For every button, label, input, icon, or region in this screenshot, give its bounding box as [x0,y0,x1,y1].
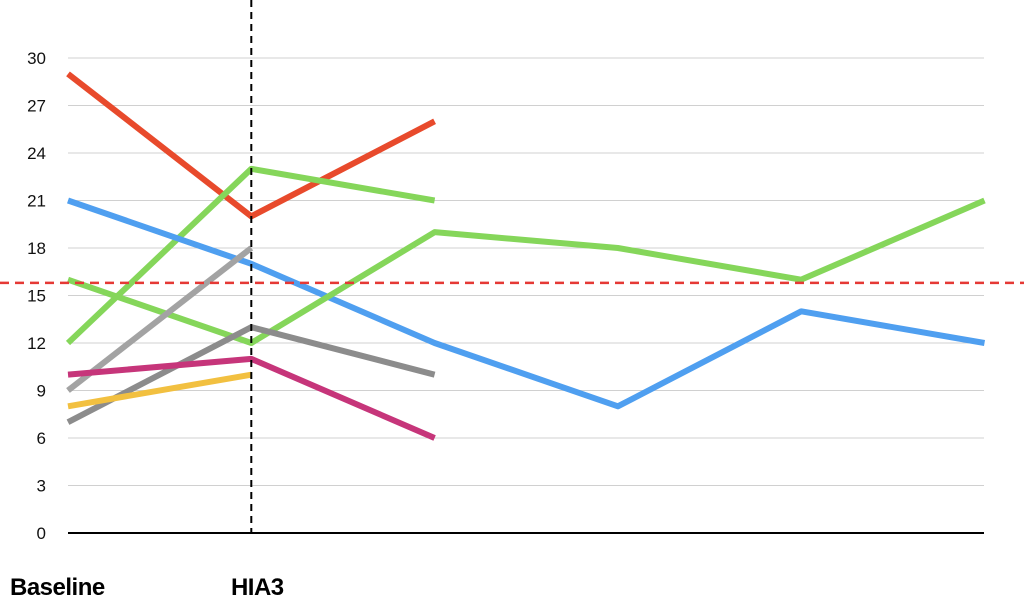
series-7 [67,355,436,441]
y-tick-label: 6 [37,429,46,448]
series-line [67,197,986,346]
y-tick-label: 18 [27,239,46,258]
x-tick-label: HIA3 [231,574,284,601]
reference-lines [0,0,1024,533]
y-tick-label: 0 [37,524,46,543]
series-5 [66,245,254,393]
gridlines [68,57,984,534]
series-lines [65,71,986,441]
y-tick-label: 9 [37,382,46,401]
y-tick-label: 21 [27,192,46,211]
y-tick-label: 24 [27,144,46,163]
x-tick-label: Baseline [10,574,105,601]
series-3 [67,197,986,410]
series-line [67,371,252,410]
y-tick-label: 12 [27,334,46,353]
series-line [66,245,254,393]
y-tick-label: 15 [27,287,46,306]
y-axis-ticks: 0 3 6 9 12 15 18 21 24 27 30 [27,49,46,543]
y-tick-label: 27 [27,97,46,116]
x-axis-ticks: Baseline HIA3 [10,574,284,601]
y-tick-label: 30 [27,49,46,68]
y-tick-label: 3 [37,477,46,496]
series-line [67,197,986,410]
